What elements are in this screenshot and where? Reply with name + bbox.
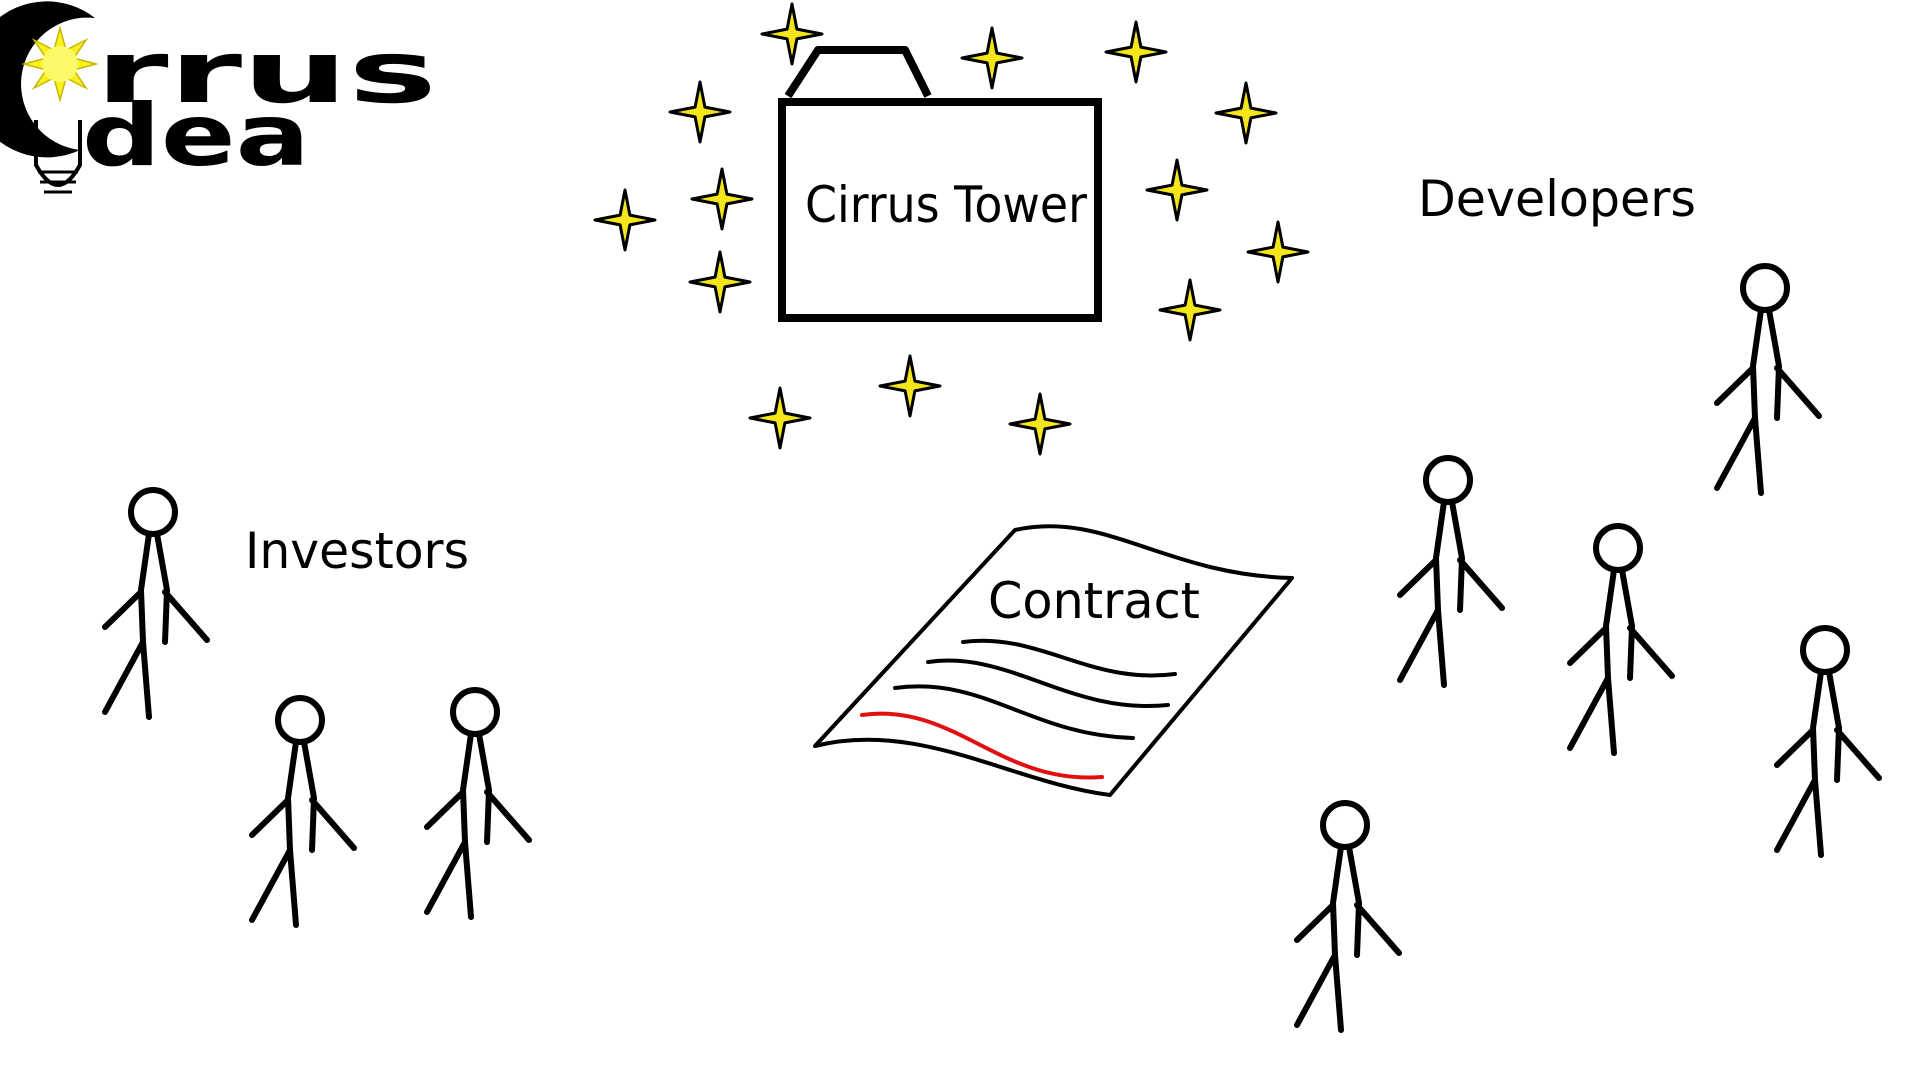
- stick-figure-body: [249, 739, 357, 928]
- stick-figure-head: [1800, 625, 1850, 675]
- developer-figure: [1294, 800, 1402, 1033]
- stick-figure-body: [1294, 844, 1402, 1033]
- investors-label: Investors: [245, 522, 469, 580]
- stick-figure-body: [1774, 669, 1882, 858]
- star-icon: [1214, 81, 1278, 145]
- star-icon: [878, 354, 942, 418]
- stick-figure-body: [102, 531, 210, 720]
- star-icon: [690, 167, 754, 231]
- tower-label: Cirrus Tower: [805, 176, 1087, 234]
- stick-figure-head: [1740, 263, 1790, 313]
- investor-figure: [102, 487, 210, 720]
- star-icon: [593, 188, 657, 252]
- star-icon: [960, 26, 1024, 90]
- star-icon: [668, 80, 732, 144]
- contract-paper: [813, 524, 1294, 797]
- developer-figure: [1397, 455, 1505, 688]
- stick-figure-body: [1714, 307, 1822, 496]
- star-icon: [1145, 158, 1209, 222]
- star-icon: [1104, 20, 1168, 84]
- developer-figure: [1567, 523, 1675, 756]
- folder-tab: [784, 46, 932, 99]
- stick-figure-body: [1567, 567, 1675, 756]
- stick-figure-head: [1423, 455, 1473, 505]
- contract-line-3: [893, 684, 1135, 740]
- logo: rrus dea: [0, 1, 437, 194]
- stick-figure-body: [1397, 499, 1505, 688]
- contract-signature-line: [860, 711, 1104, 780]
- star-icon: [1246, 220, 1310, 284]
- folder-body: [778, 98, 1102, 322]
- logo-text-line2: dea: [82, 86, 310, 186]
- light-bulb-icon: [21, 25, 99, 194]
- cirrus-tower-folder: Cirrus Tower: [778, 46, 1102, 322]
- star-group: [593, 2, 1310, 456]
- investor-figure: [249, 695, 357, 928]
- stick-figure-head: [1593, 523, 1643, 573]
- developer-figure: [1774, 625, 1882, 858]
- developer-figure: [1714, 263, 1822, 496]
- stick-figure-head: [450, 687, 500, 737]
- star-icon: [760, 2, 824, 66]
- stick-figure-head: [128, 487, 178, 537]
- logo-crescent-c: [0, 1, 95, 158]
- stick-figure-head: [1320, 800, 1370, 850]
- people-group: [102, 263, 1882, 1033]
- contract-document: Contract: [813, 524, 1294, 797]
- developers-label: Developers: [1418, 170, 1696, 228]
- contract-line-1: [961, 638, 1177, 678]
- stick-figure-body: [424, 731, 532, 920]
- contract-line-2: [926, 658, 1170, 709]
- star-icon: [748, 386, 812, 450]
- contract-label: Contract: [988, 572, 1200, 630]
- star-icon: [1158, 278, 1222, 342]
- star-icon: [688, 250, 752, 314]
- investor-figure: [424, 687, 532, 920]
- logo-text-line1: rrus: [95, 23, 437, 123]
- star-icon: [1008, 392, 1072, 456]
- stick-figure-head: [275, 695, 325, 745]
